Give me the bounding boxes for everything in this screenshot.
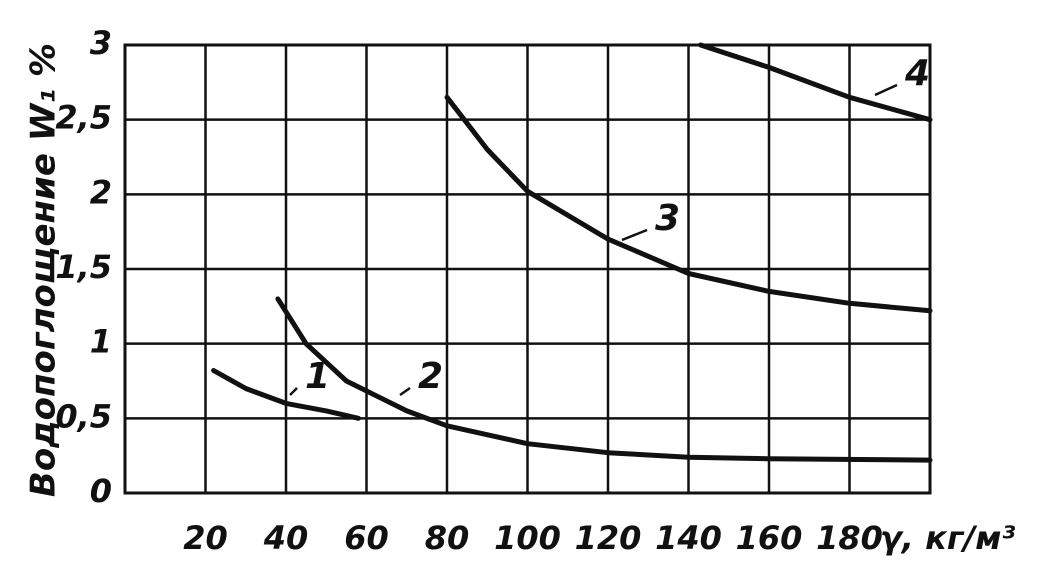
x-tick-label: 20 — [183, 519, 228, 557]
curve — [444, 94, 933, 314]
x-tick-label: 60 — [344, 519, 389, 557]
y-tick-label: 0,5 — [55, 397, 112, 435]
x-tick-label: 40 — [263, 519, 309, 557]
series-label: 3 — [655, 198, 680, 239]
y-tick-label: 0 — [90, 472, 112, 510]
y-axis-label: Водопоглощение W₁ % — [24, 43, 64, 497]
x-tick-label: 160 — [736, 519, 803, 557]
y-tick-label: 2,5 — [55, 99, 112, 137]
label-leader — [874, 83, 898, 97]
series-label: 4 — [904, 53, 930, 94]
series-label: 2 — [418, 356, 443, 397]
curve — [698, 42, 933, 123]
x-tick-label: 80 — [425, 519, 470, 557]
label-leader — [289, 387, 298, 396]
x-tick-label: 100 — [494, 519, 561, 557]
x-tick-label: 180 — [816, 519, 883, 557]
y-tick-label: 2 — [90, 173, 112, 211]
label-leader — [399, 386, 411, 397]
curve — [275, 296, 933, 463]
label-leader — [621, 228, 648, 242]
curve — [211, 368, 361, 421]
y-tick-label: 3 — [90, 24, 112, 62]
y-tick-label: 1 — [90, 323, 112, 361]
x-tick-label: 120 — [575, 519, 642, 557]
y-tick-label: 1,5 — [55, 248, 112, 286]
x-tick-label: 140 — [655, 519, 722, 557]
x-axis-label: γ, кг/м³ — [880, 519, 1015, 557]
